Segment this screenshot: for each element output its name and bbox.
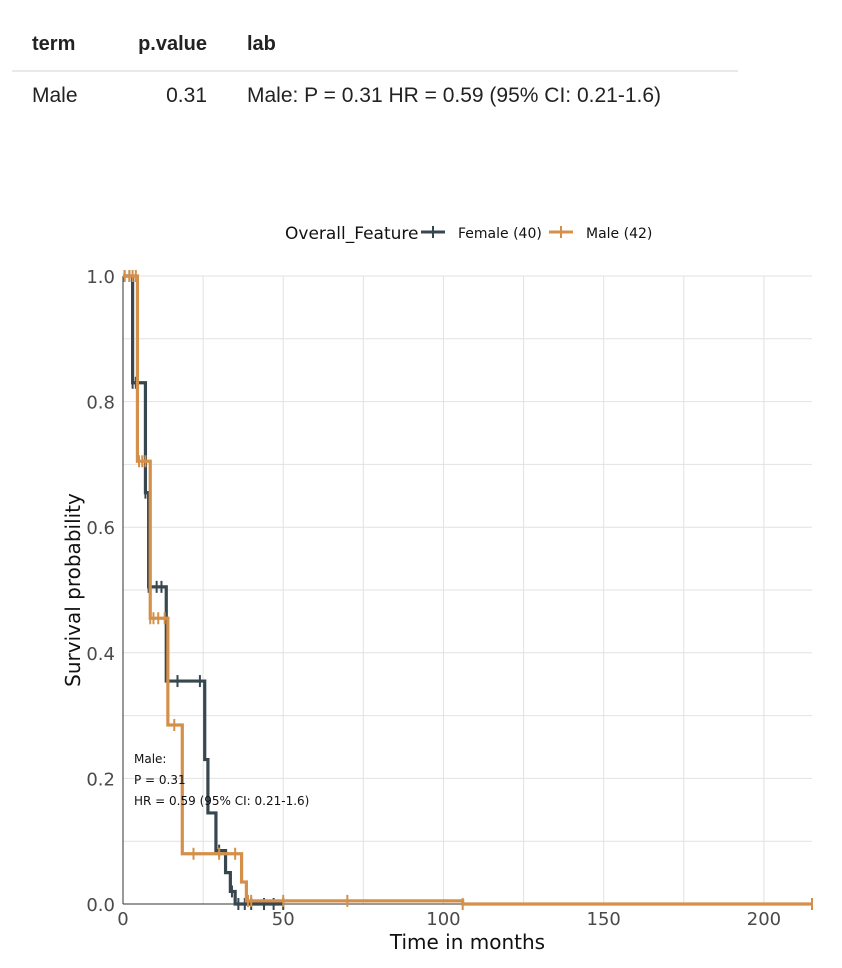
y-tick-label: 0.2 [86, 769, 115, 790]
x-axis-title: Time in months [389, 930, 545, 954]
x-tick-label: 100 [426, 909, 460, 930]
legend-entry-label: Male (42) [586, 226, 652, 242]
header-term: term [32, 33, 76, 55]
results-table: term p.value lab Male 0.31 Male: P = 0.3… [12, 20, 738, 107]
legend-title: Overall_Feature [285, 224, 419, 244]
y-tick-label: 0.8 [86, 393, 115, 414]
survival-curve-line [123, 274, 812, 906]
x-tick-label: 150 [587, 909, 621, 930]
cell-term: Male [32, 84, 78, 107]
header-p-value: p.value [138, 33, 207, 55]
table-header: term p.value lab [12, 20, 738, 72]
series-male [123, 270, 813, 910]
survival-curve-line [123, 274, 284, 906]
annotation-line: Male: [134, 752, 166, 766]
y-tick-label: 0.6 [86, 518, 115, 539]
y-tick-label: 0.0 [86, 895, 115, 916]
annotation-line: HR = 0.59 (95% CI: 0.21-1.6) [134, 794, 309, 808]
x-tick-label: 0 [117, 909, 128, 930]
cell-lab: Male: P = 0.31 HR = 0.59 (95% CI: 0.21-1… [247, 84, 662, 107]
cell-p-value: 0.31 [166, 84, 207, 107]
header-lab: lab [247, 33, 276, 55]
survival-plot: 0.0 0.2 0.4 0.6 0.8 1.0 0 50 100 150 200 Time in mo… [61, 224, 813, 954]
y-tick-label: 0.4 [86, 644, 115, 665]
legend: Overall_Feature Female (40) Male (42) [285, 224, 652, 244]
y-tick-label: 1.0 [86, 267, 115, 288]
x-tick-label: 200 [747, 909, 781, 930]
annotation-line: P = 0.31 [134, 773, 186, 787]
grid-lines [122, 275, 812, 905]
x-tick-label: 50 [272, 909, 295, 930]
legend-entry-label: Female (40) [458, 226, 542, 242]
y-axis-title: Survival probability [61, 493, 85, 687]
